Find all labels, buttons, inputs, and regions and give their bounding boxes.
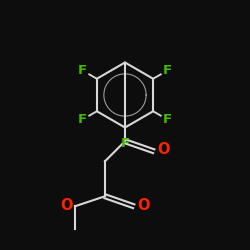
Text: F: F xyxy=(163,113,172,126)
Text: F: F xyxy=(78,64,87,77)
Text: F: F xyxy=(120,137,130,150)
Text: O: O xyxy=(158,142,170,158)
Text: O: O xyxy=(138,198,150,212)
Text: F: F xyxy=(78,113,87,126)
Text: F: F xyxy=(163,64,172,77)
Text: O: O xyxy=(60,198,72,213)
